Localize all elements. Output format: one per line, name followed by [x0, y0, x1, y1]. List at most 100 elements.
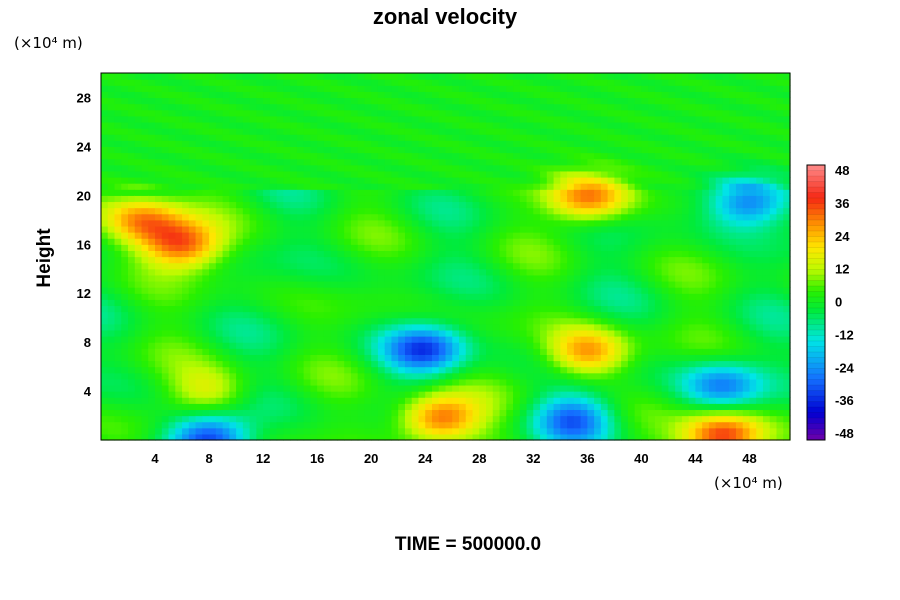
- heatmap-cell: [229, 152, 237, 160]
- heatmap-cell: [411, 201, 420, 209]
- heatmap-cell: [546, 280, 555, 288]
- heatmap-cell: [580, 250, 588, 258]
- heatmap-cell: [526, 250, 534, 258]
- heatmap-cell: [256, 427, 264, 435]
- heatmap-cell: [249, 372, 257, 380]
- heatmap-cell: [155, 293, 163, 300]
- heatmap-field: [101, 73, 791, 441]
- heatmap-cell: [303, 109, 311, 117]
- heatmap-cell: [168, 342, 176, 349]
- heatmap-cell: [472, 293, 480, 300]
- heatmap-cell: [459, 268, 467, 276]
- heatmap-cell: [479, 391, 487, 398]
- heatmap-cell: [188, 213, 197, 221]
- heatmap-cell: [168, 409, 176, 417]
- heatmap-cell: [337, 336, 345, 343]
- heatmap-cell: [350, 317, 359, 325]
- heatmap-cell: [411, 299, 420, 307]
- heatmap-cell: [114, 329, 122, 337]
- heatmap-cell: [486, 354, 494, 362]
- heatmap-cell: [621, 140, 629, 147]
- heatmap-cell: [587, 427, 595, 435]
- heatmap-cell: [344, 421, 352, 429]
- heatmap-cell: [330, 409, 339, 417]
- heatmap-cell: [492, 274, 501, 282]
- heatmap-cell: [229, 103, 237, 111]
- heatmap-cell: [371, 97, 379, 105]
- heatmap-cell: [263, 250, 271, 258]
- heatmap-cell: [114, 219, 122, 227]
- heatmap-cell: [310, 225, 318, 233]
- heatmap-cell: [445, 195, 453, 203]
- heatmap-cell: [526, 336, 534, 343]
- heatmap-cell: [621, 207, 629, 215]
- heatmap-cell: [168, 391, 176, 398]
- heatmap-cell: [492, 207, 501, 215]
- heatmap-cell: [175, 293, 183, 300]
- heatmap-cell: [553, 152, 561, 160]
- heatmap-cell: [337, 213, 345, 221]
- heatmap-cell: [614, 421, 622, 429]
- heatmap-cell: [445, 360, 453, 368]
- heatmap-cell: [499, 201, 507, 209]
- heatmap-cell: [600, 415, 609, 423]
- heatmap-cell: [215, 317, 224, 325]
- heatmap-cell: [330, 287, 339, 294]
- heatmap-cell: [168, 232, 176, 239]
- heatmap-cell: [337, 103, 345, 111]
- heatmap-cell: [276, 360, 284, 368]
- heatmap-cell: [357, 384, 366, 392]
- heatmap-cell: [323, 287, 332, 294]
- heatmap-cell: [141, 336, 149, 343]
- heatmap-cell: [418, 244, 426, 251]
- heatmap-cell: [499, 415, 507, 423]
- heatmap-cell: [567, 348, 575, 355]
- heatmap-cell: [519, 421, 528, 429]
- heatmap-cell: [560, 329, 568, 337]
- heatmap-cell: [350, 329, 359, 337]
- heatmap-cell: [357, 189, 366, 196]
- heatmap-cell: [391, 189, 399, 196]
- heatmap-cell: [310, 409, 318, 417]
- heatmap-cell: [533, 97, 541, 105]
- heatmap-cell: [634, 121, 642, 129]
- heatmap-cell: [364, 232, 372, 239]
- heatmap-cell: [330, 268, 339, 276]
- heatmap-cell: [486, 134, 494, 141]
- heatmap-cell: [256, 183, 264, 190]
- heatmap-cell: [344, 85, 352, 92]
- heatmap-cell: [188, 311, 197, 319]
- heatmap-cell: [492, 146, 501, 154]
- heatmap-cell: [418, 201, 426, 209]
- heatmap-cell: [641, 372, 649, 380]
- heatmap-cell: [627, 305, 636, 313]
- heatmap-cell: [188, 134, 197, 141]
- heatmap-cell: [465, 134, 474, 141]
- heatmap-cell: [479, 262, 487, 270]
- heatmap-cell: [472, 336, 480, 343]
- heatmap-cell: [168, 378, 176, 386]
- heatmap-cell: [627, 274, 636, 282]
- heatmap-cell: [337, 250, 345, 258]
- heatmap-cell: [317, 91, 325, 99]
- heatmap-cell: [317, 299, 325, 307]
- heatmap-cell: [236, 170, 244, 178]
- heatmap-cell: [445, 213, 453, 221]
- heatmap-cell: [526, 189, 534, 196]
- heatmap-cell: [371, 103, 379, 111]
- heatmap-cell: [236, 128, 244, 135]
- heatmap-cell: [222, 378, 230, 386]
- heatmap-cell: [533, 348, 541, 355]
- heatmap-cell: [188, 115, 197, 123]
- heatmap-cell: [269, 97, 278, 105]
- heatmap-cell: [404, 323, 413, 331]
- heatmap-cell: [101, 134, 109, 141]
- heatmap-cell: [290, 323, 298, 331]
- heatmap-cell: [553, 232, 561, 239]
- heatmap-cell: [648, 189, 656, 196]
- heatmap-cell: [114, 158, 122, 166]
- heatmap-cell: [148, 164, 156, 172]
- heatmap-cell: [242, 134, 251, 141]
- heatmap-cell: [627, 164, 636, 172]
- heatmap-cell: [168, 433, 176, 441]
